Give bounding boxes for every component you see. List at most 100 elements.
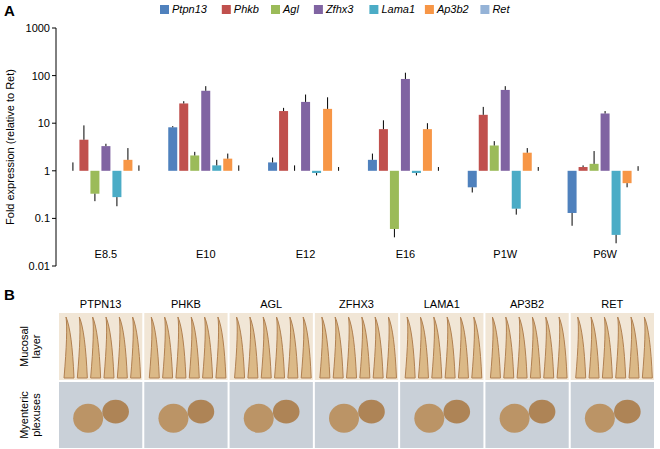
villus	[275, 317, 285, 378]
bar	[490, 146, 499, 171]
bar	[179, 103, 188, 170]
column-label: RET	[601, 298, 623, 310]
y-tick	[52, 28, 56, 29]
error-bar	[238, 165, 239, 170]
y-tick	[52, 75, 56, 76]
legend-label: Agl	[282, 3, 299, 15]
legend-swatch	[369, 5, 378, 14]
error-bar	[138, 165, 139, 170]
plexus	[443, 400, 470, 424]
x-tick-label: E12	[296, 248, 316, 260]
bar	[90, 171, 99, 194]
bar	[601, 113, 610, 170]
row-label: Mucosallayer	[18, 326, 42, 367]
micrograph-bg	[144, 313, 227, 380]
error-bar	[94, 194, 95, 201]
error-bar	[605, 111, 606, 113]
plexus	[414, 404, 444, 433]
bar	[301, 102, 310, 171]
micrograph	[144, 313, 227, 380]
error-bar	[205, 86, 206, 91]
legend-swatch	[271, 5, 280, 14]
micrograph-bg	[315, 313, 398, 380]
y-tick-label: 100	[32, 70, 50, 82]
error-bar	[416, 173, 417, 175]
villus	[530, 317, 540, 378]
villus	[189, 317, 199, 378]
villus	[629, 317, 639, 378]
x-tick-label: E16	[396, 248, 416, 260]
y-axis-label: Fold expression (relative to Ret)	[4, 69, 16, 225]
villus	[432, 317, 442, 378]
villus	[616, 317, 626, 378]
villus	[117, 317, 127, 378]
villus	[472, 317, 482, 378]
villus	[405, 317, 415, 378]
villus	[557, 317, 567, 378]
villus	[288, 317, 298, 378]
column-label: PHKB	[171, 298, 201, 310]
figure: A0.010.11101001000Fold expression (relat…	[0, 0, 660, 449]
bar	[401, 79, 410, 171]
villus	[320, 317, 330, 378]
error-bar	[383, 120, 384, 129]
error-bar	[227, 154, 228, 159]
bar	[412, 171, 421, 173]
error-bar	[327, 97, 328, 109]
error-bar	[516, 209, 517, 215]
plexus	[329, 404, 359, 433]
column-label: PTPN13	[80, 298, 122, 310]
bar	[623, 171, 632, 183]
error-bar	[183, 101, 184, 103]
legend-swatch	[222, 5, 231, 14]
error-bar	[172, 126, 173, 127]
micrograph	[59, 382, 142, 448]
error-bar	[316, 173, 317, 175]
error-bar	[305, 95, 306, 102]
villus	[203, 317, 213, 378]
error-bar	[338, 167, 339, 171]
error-bar	[105, 144, 106, 146]
error-bar	[572, 213, 573, 226]
bar	[512, 171, 521, 209]
plexus	[188, 400, 215, 424]
error-bar	[372, 154, 373, 160]
y-tick-label: 10	[38, 117, 50, 129]
bar	[379, 129, 388, 171]
villus	[544, 317, 554, 378]
bar	[479, 115, 488, 171]
villus	[77, 317, 87, 378]
y-tick-label: 1000	[26, 22, 50, 34]
micrograph-bg	[144, 382, 227, 448]
error-bar	[583, 165, 584, 167]
bar	[268, 162, 277, 170]
plexus	[244, 404, 274, 433]
legend-label: Lama1	[381, 3, 415, 15]
villus	[176, 317, 186, 378]
bar	[79, 140, 88, 171]
villus	[235, 317, 245, 378]
micrograph	[59, 313, 142, 380]
error-bar	[283, 108, 284, 111]
micrograph	[485, 382, 568, 448]
column-label: ZFHX3	[339, 298, 374, 310]
bar	[223, 159, 232, 171]
micrograph-bg	[315, 382, 398, 448]
villus	[261, 317, 271, 378]
micrograph	[230, 313, 313, 380]
bar	[168, 127, 177, 170]
error-bar	[538, 167, 539, 171]
x-tick-label: P1W	[493, 248, 517, 260]
legend-label: Ret	[492, 3, 510, 15]
villus	[149, 317, 159, 378]
legend-label: Zfhx3	[325, 3, 354, 15]
micrograph	[400, 382, 483, 448]
panel-label: A	[4, 2, 15, 19]
micrograph	[144, 382, 227, 448]
bar	[612, 171, 621, 235]
error-bar	[72, 162, 73, 170]
y-tick	[52, 218, 56, 219]
x-tick-label: E8.5	[95, 248, 118, 260]
bar	[523, 153, 532, 171]
micrograph	[485, 313, 568, 380]
